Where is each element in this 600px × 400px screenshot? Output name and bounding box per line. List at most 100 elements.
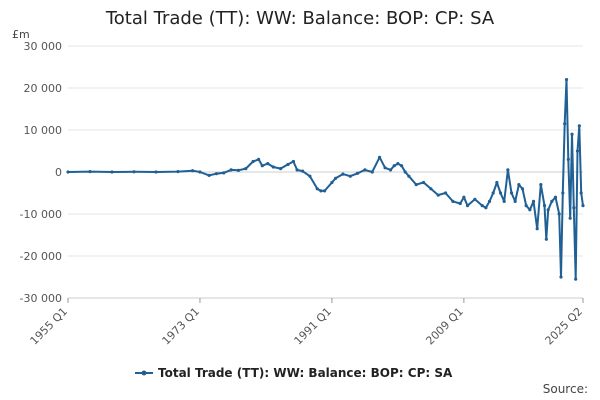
y-tick-label: 10 000 — [24, 124, 63, 137]
data-point[interactable] — [257, 157, 261, 161]
data-point[interactable] — [396, 162, 400, 166]
data-point[interactable] — [388, 168, 393, 172]
series-layer — [66, 78, 585, 281]
data-point[interactable] — [570, 132, 574, 136]
data-point[interactable] — [355, 171, 360, 175]
data-point[interactable] — [495, 180, 499, 185]
data-point[interactable] — [300, 169, 305, 173]
data-point[interactable] — [278, 167, 283, 171]
data-point[interactable] — [520, 187, 525, 191]
series-line — [67, 78, 584, 281]
data-point[interactable] — [176, 169, 180, 174]
data-point[interactable] — [480, 204, 484, 208]
x-tick-label: 1991 Q1 — [291, 305, 334, 348]
x-axis: 1955 Q1 1973 Q1 1991 Q1 2009 Q1 2025 Q2 — [28, 297, 586, 348]
data-point[interactable] — [88, 169, 92, 174]
data-point[interactable] — [315, 187, 319, 191]
data-point[interactable] — [553, 195, 558, 199]
data-point[interactable] — [236, 168, 241, 172]
data-point[interactable] — [563, 122, 567, 126]
data-point[interactable] — [498, 191, 503, 195]
data-point[interactable] — [575, 149, 580, 153]
data-point[interactable] — [110, 170, 114, 174]
data-point[interactable] — [539, 183, 543, 187]
data-point[interactable] — [542, 204, 547, 208]
data-point[interactable] — [399, 164, 404, 168]
data-point[interactable] — [528, 208, 532, 212]
data-point[interactable] — [458, 201, 462, 206]
data-point[interactable] — [550, 199, 554, 203]
data-point[interactable] — [429, 187, 433, 191]
data-point[interactable] — [487, 199, 492, 203]
data-point[interactable] — [370, 170, 374, 174]
data-point[interactable] — [579, 191, 583, 195]
data-point[interactable] — [561, 191, 565, 195]
x-tick-label: 2025 Q2 — [543, 305, 586, 348]
data-point[interactable] — [66, 170, 70, 174]
data-point[interactable] — [132, 170, 136, 174]
data-point[interactable] — [260, 164, 264, 168]
data-point[interactable] — [462, 195, 466, 199]
data-point[interactable] — [436, 193, 440, 197]
data-point[interactable] — [509, 191, 514, 195]
data-point[interactable] — [286, 162, 290, 167]
data-point[interactable] — [564, 78, 569, 82]
data-point[interactable] — [465, 204, 470, 208]
data-point[interactable] — [531, 199, 536, 203]
data-point[interactable] — [251, 159, 255, 164]
source-label: Source: — [543, 382, 588, 396]
data-point[interactable] — [271, 165, 275, 169]
data-point[interactable] — [214, 172, 219, 176]
data-point[interactable] — [383, 166, 387, 170]
data-point[interactable] — [513, 199, 517, 203]
data-point[interactable] — [451, 199, 455, 203]
data-point[interactable] — [377, 155, 382, 159]
data-point[interactable] — [491, 191, 495, 195]
data-point[interactable] — [191, 169, 195, 173]
data-point[interactable] — [407, 174, 411, 178]
data-point[interactable] — [308, 174, 312, 178]
data-point[interactable] — [319, 189, 323, 193]
data-point[interactable] — [568, 216, 572, 220]
data-point[interactable] — [421, 180, 426, 185]
data-point[interactable] — [341, 172, 345, 176]
data-point[interactable] — [557, 212, 561, 216]
data-point[interactable] — [473, 197, 477, 201]
data-point[interactable] — [577, 124, 581, 128]
data-point[interactable] — [154, 170, 158, 174]
data-point[interactable] — [502, 199, 506, 203]
data-point[interactable] — [546, 208, 550, 212]
data-point[interactable] — [535, 227, 539, 231]
data-point[interactable] — [403, 170, 407, 174]
data-point[interactable] — [207, 173, 211, 177]
data-point[interactable] — [295, 168, 299, 172]
data-point[interactable] — [517, 183, 521, 187]
data-point[interactable] — [348, 174, 352, 178]
data-point[interactable] — [524, 204, 528, 208]
x-tick-label: 1955 Q1 — [28, 305, 71, 348]
data-point[interactable] — [581, 204, 585, 208]
y-tick-label: 30 000 — [24, 40, 63, 53]
legend[interactable]: Total Trade (TT): WW: Balance: BOP: CP: … — [135, 366, 453, 380]
data-point[interactable] — [484, 206, 488, 210]
data-point[interactable] — [229, 168, 233, 172]
data-point[interactable] — [330, 180, 334, 185]
y-axis: 30 000 20 000 10 000 0 -10 000 -20 000 -30 000 — [20, 40, 62, 305]
data-point[interactable] — [244, 167, 248, 171]
data-point[interactable] — [291, 159, 296, 164]
data-point[interactable] — [392, 164, 396, 168]
data-point[interactable] — [266, 162, 270, 166]
data-point[interactable] — [566, 157, 570, 161]
data-point[interactable] — [363, 168, 367, 172]
data-point[interactable] — [322, 189, 327, 193]
data-point[interactable] — [559, 275, 563, 279]
data-point[interactable] — [506, 168, 510, 172]
data-point[interactable] — [572, 206, 576, 210]
data-point[interactable] — [414, 183, 418, 187]
data-point[interactable] — [222, 171, 226, 175]
data-point[interactable] — [574, 277, 578, 281]
data-point[interactable] — [333, 176, 338, 180]
data-point[interactable] — [198, 170, 202, 174]
data-point[interactable] — [544, 237, 548, 241]
data-point[interactable] — [443, 191, 448, 195]
